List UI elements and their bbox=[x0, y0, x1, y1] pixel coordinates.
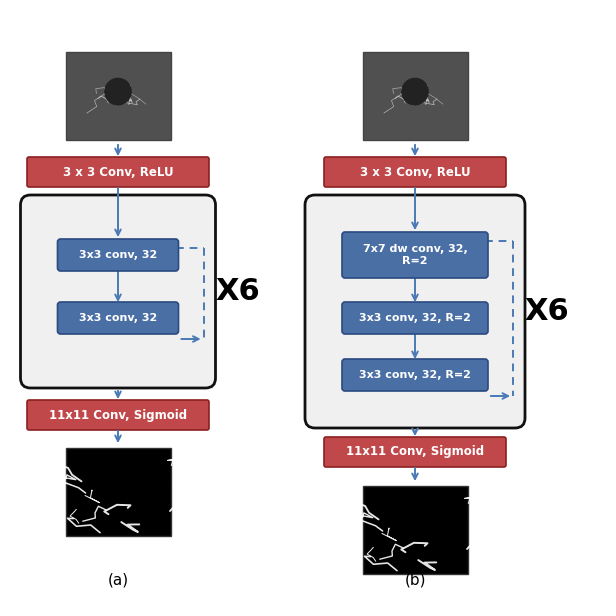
FancyBboxPatch shape bbox=[27, 400, 209, 430]
FancyBboxPatch shape bbox=[324, 157, 506, 187]
Text: X6: X6 bbox=[525, 297, 569, 326]
FancyBboxPatch shape bbox=[342, 359, 488, 391]
FancyBboxPatch shape bbox=[57, 239, 179, 271]
FancyBboxPatch shape bbox=[65, 52, 171, 140]
Text: 11x11 Conv, Sigmoid: 11x11 Conv, Sigmoid bbox=[49, 408, 187, 421]
Text: (b): (b) bbox=[404, 572, 426, 588]
Text: 3x3 conv, 32: 3x3 conv, 32 bbox=[79, 313, 157, 323]
Text: 11x11 Conv, Sigmoid: 11x11 Conv, Sigmoid bbox=[346, 445, 484, 458]
Ellipse shape bbox=[402, 78, 428, 105]
FancyBboxPatch shape bbox=[27, 157, 209, 187]
FancyBboxPatch shape bbox=[65, 448, 171, 536]
Ellipse shape bbox=[105, 78, 131, 105]
FancyBboxPatch shape bbox=[20, 195, 216, 388]
Text: 7x7 dw conv, 32,
R=2: 7x7 dw conv, 32, R=2 bbox=[363, 244, 468, 266]
FancyBboxPatch shape bbox=[342, 302, 488, 334]
Text: 3x3 conv, 32, R=2: 3x3 conv, 32, R=2 bbox=[359, 313, 471, 323]
Text: (a): (a) bbox=[107, 572, 129, 588]
Text: X6: X6 bbox=[215, 277, 260, 306]
Text: 3x3 conv, 32: 3x3 conv, 32 bbox=[79, 250, 157, 260]
FancyBboxPatch shape bbox=[362, 486, 468, 574]
Text: 3 x 3 Conv, ReLU: 3 x 3 Conv, ReLU bbox=[63, 166, 173, 179]
Text: 3 x 3 Conv, ReLU: 3 x 3 Conv, ReLU bbox=[360, 166, 470, 179]
FancyBboxPatch shape bbox=[324, 437, 506, 467]
FancyBboxPatch shape bbox=[342, 232, 488, 278]
FancyBboxPatch shape bbox=[362, 52, 468, 140]
FancyBboxPatch shape bbox=[305, 195, 525, 428]
FancyBboxPatch shape bbox=[57, 302, 179, 334]
Text: 3x3 conv, 32, R=2: 3x3 conv, 32, R=2 bbox=[359, 370, 471, 380]
